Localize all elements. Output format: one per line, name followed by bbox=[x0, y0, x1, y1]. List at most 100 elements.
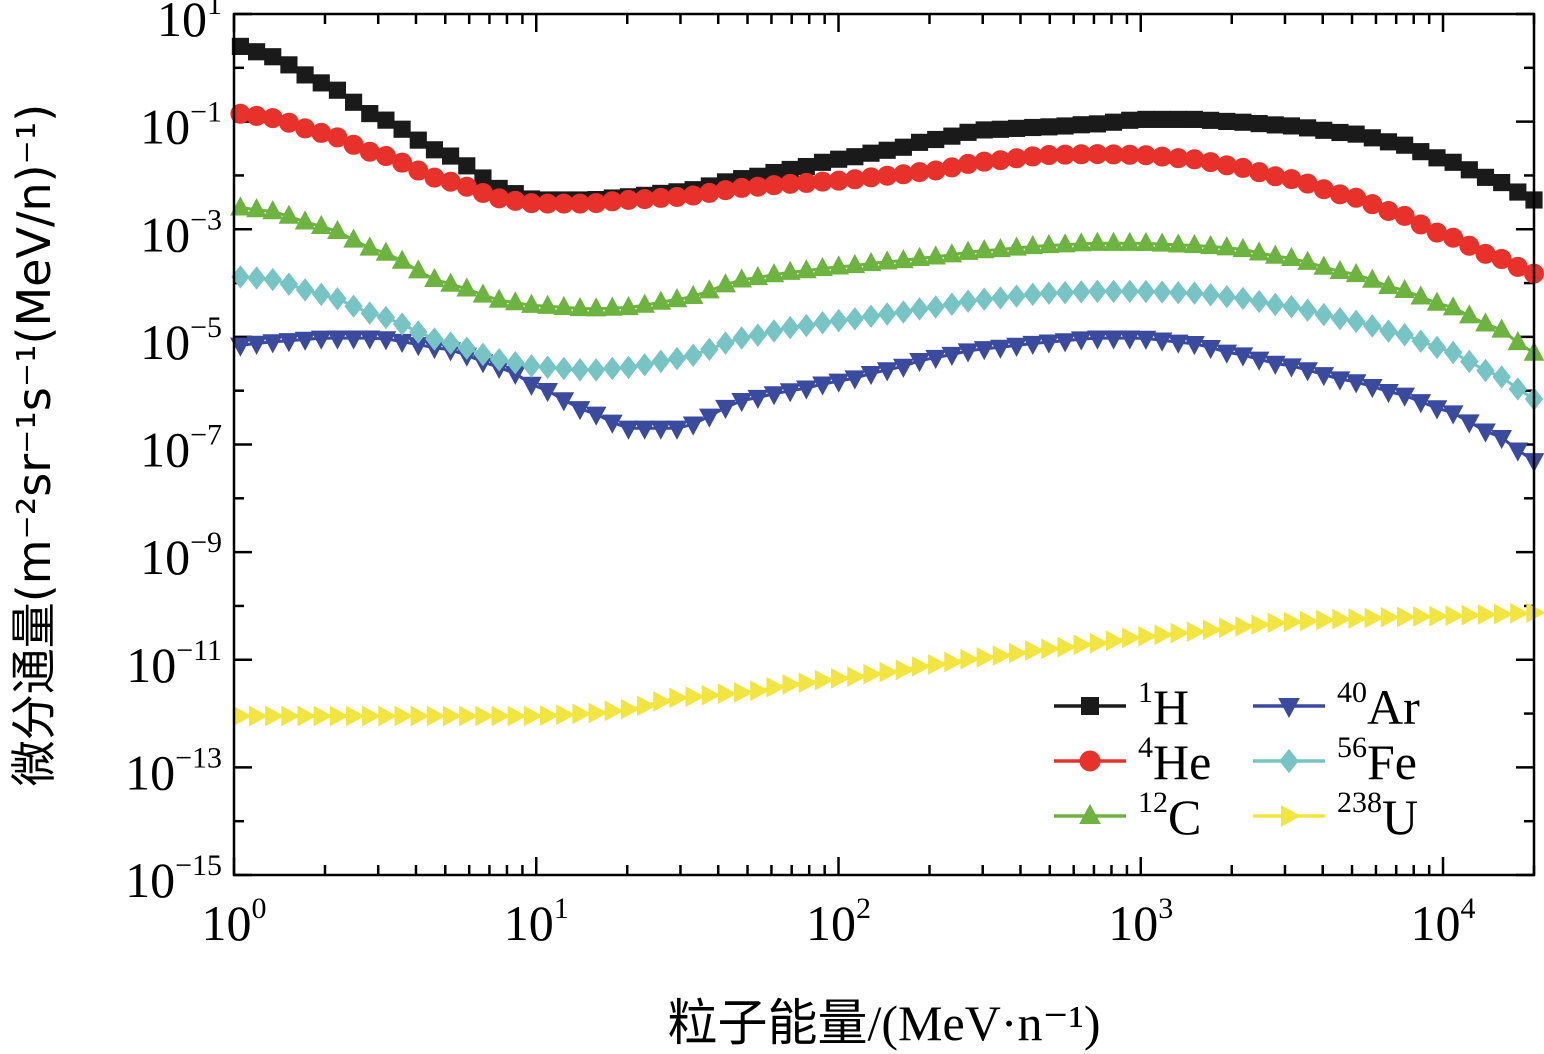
data-point-238U bbox=[281, 705, 301, 727]
data-point-56Fe bbox=[1395, 323, 1414, 347]
legend-mass-number: 56 bbox=[1337, 731, 1367, 764]
data-point-56Fe bbox=[1476, 358, 1495, 383]
data-point-238U bbox=[459, 705, 479, 727]
data-point-40Ar bbox=[1281, 358, 1302, 378]
data-point-238U bbox=[879, 661, 899, 683]
y-tick-exponent: −11 bbox=[176, 634, 222, 667]
data-point-1H bbox=[280, 56, 298, 74]
data-point-56Fe bbox=[861, 304, 881, 328]
data-point-40Ar bbox=[278, 333, 300, 353]
data-point-1H bbox=[1412, 143, 1430, 161]
data-point-238U bbox=[863, 663, 883, 685]
data-point-40Ar bbox=[585, 406, 607, 426]
data-point-1H bbox=[1363, 129, 1381, 147]
data-point-56Fe bbox=[1298, 298, 1317, 322]
data-point-12C bbox=[1394, 278, 1415, 299]
data-point-56Fe bbox=[1363, 314, 1382, 338]
data-point-1H bbox=[1266, 116, 1284, 134]
data-point-238U bbox=[734, 682, 754, 703]
data-point-56Fe bbox=[263, 267, 282, 292]
data-point-12C bbox=[278, 204, 300, 224]
data-point-40Ar bbox=[731, 392, 753, 413]
data-point-12C bbox=[407, 259, 429, 279]
data-point-238U bbox=[766, 676, 786, 698]
data-point-1H bbox=[1088, 115, 1106, 133]
data-point-1H bbox=[1379, 133, 1398, 151]
data-point-12C bbox=[1491, 318, 1512, 338]
y-tick-base: 10 bbox=[125, 744, 175, 800]
legend-label: 1H bbox=[1138, 676, 1189, 735]
data-point-1H bbox=[1121, 111, 1139, 129]
data-point-40Ar bbox=[343, 330, 364, 350]
y-tick-label: 10−9 bbox=[140, 526, 222, 585]
data-point-40Ar bbox=[909, 353, 930, 373]
data-point-238U bbox=[378, 705, 398, 727]
data-point-238U bbox=[1299, 610, 1320, 632]
legend-marker bbox=[1279, 748, 1299, 774]
data-point-1H bbox=[1396, 136, 1414, 154]
data-point-1H bbox=[1105, 113, 1123, 131]
y-tick-exponent: −13 bbox=[175, 741, 222, 774]
data-point-12C bbox=[1410, 285, 1432, 305]
data-point-1H bbox=[1137, 110, 1155, 128]
x-axis-label: 粒子能量/(MeV·n⁻¹) bbox=[668, 995, 1101, 1051]
data-point-12C bbox=[860, 252, 882, 272]
data-point-40Ar bbox=[1119, 330, 1141, 350]
data-point-40Ar bbox=[1248, 351, 1270, 371]
data-point-1H bbox=[1331, 123, 1349, 142]
data-point-12C bbox=[682, 284, 704, 304]
data-point-56Fe bbox=[1185, 281, 1204, 305]
data-point-40Ar bbox=[310, 330, 332, 350]
data-point-40Ar bbox=[375, 331, 397, 351]
y-tick-exponent: −7 bbox=[190, 419, 222, 452]
data-point-12C bbox=[925, 245, 947, 265]
data-point-12C bbox=[1087, 231, 1108, 251]
data-point-238U bbox=[329, 705, 349, 727]
legend-item-12C: 12C bbox=[1054, 786, 1201, 845]
data-point-238U bbox=[572, 703, 592, 725]
data-point-238U bbox=[1186, 621, 1206, 643]
legend-element: U bbox=[1382, 789, 1418, 845]
data-point-238U bbox=[1219, 617, 1239, 639]
x-tick-exponent: 0 bbox=[252, 892, 267, 925]
data-point-40Ar bbox=[1167, 334, 1189, 354]
y-tick-label: 10−5 bbox=[140, 311, 222, 370]
data-point-12C bbox=[585, 297, 607, 317]
legend-item-1H: 1H bbox=[1054, 676, 1189, 735]
data-point-56Fe bbox=[780, 315, 800, 340]
data-point-40Ar bbox=[1297, 362, 1318, 382]
data-point-1H bbox=[1024, 118, 1042, 137]
data-point-1H bbox=[1476, 168, 1495, 186]
data-point-238U bbox=[475, 705, 495, 727]
data-point-1H bbox=[1444, 153, 1462, 171]
data-point-56Fe bbox=[1072, 280, 1091, 304]
data-point-4He bbox=[1200, 152, 1221, 173]
data-point-12C bbox=[601, 296, 623, 316]
data-point-238U bbox=[976, 647, 996, 668]
data-point-56Fe bbox=[1088, 279, 1107, 304]
x-tick-base: 10 bbox=[1411, 895, 1461, 951]
data-point-1H bbox=[1185, 110, 1204, 128]
legend-mass-number: 238 bbox=[1337, 786, 1382, 819]
data-point-12C bbox=[618, 295, 639, 316]
data-point-238U bbox=[1316, 609, 1336, 631]
data-point-12C bbox=[262, 200, 284, 220]
data-point-238U bbox=[669, 687, 689, 709]
data-point-56Fe bbox=[829, 308, 848, 333]
data-point-56Fe bbox=[1007, 284, 1026, 308]
x-tick-label: 103 bbox=[1108, 892, 1173, 951]
data-point-238U bbox=[1332, 608, 1352, 630]
legend-label: 238U bbox=[1337, 786, 1418, 845]
data-point-12C bbox=[310, 214, 332, 235]
data-point-238U bbox=[1235, 616, 1255, 637]
y-tick-exponent: −9 bbox=[190, 526, 222, 559]
data-point-1H bbox=[328, 81, 346, 99]
data-point-12C bbox=[941, 243, 963, 263]
data-point-12C bbox=[876, 250, 898, 270]
data-point-56Fe bbox=[570, 358, 590, 382]
x-tick-exponent: 2 bbox=[856, 892, 871, 925]
data-point-40Ar bbox=[618, 420, 639, 440]
data-point-56Fe bbox=[1201, 283, 1220, 307]
data-point-12C bbox=[1329, 259, 1351, 280]
